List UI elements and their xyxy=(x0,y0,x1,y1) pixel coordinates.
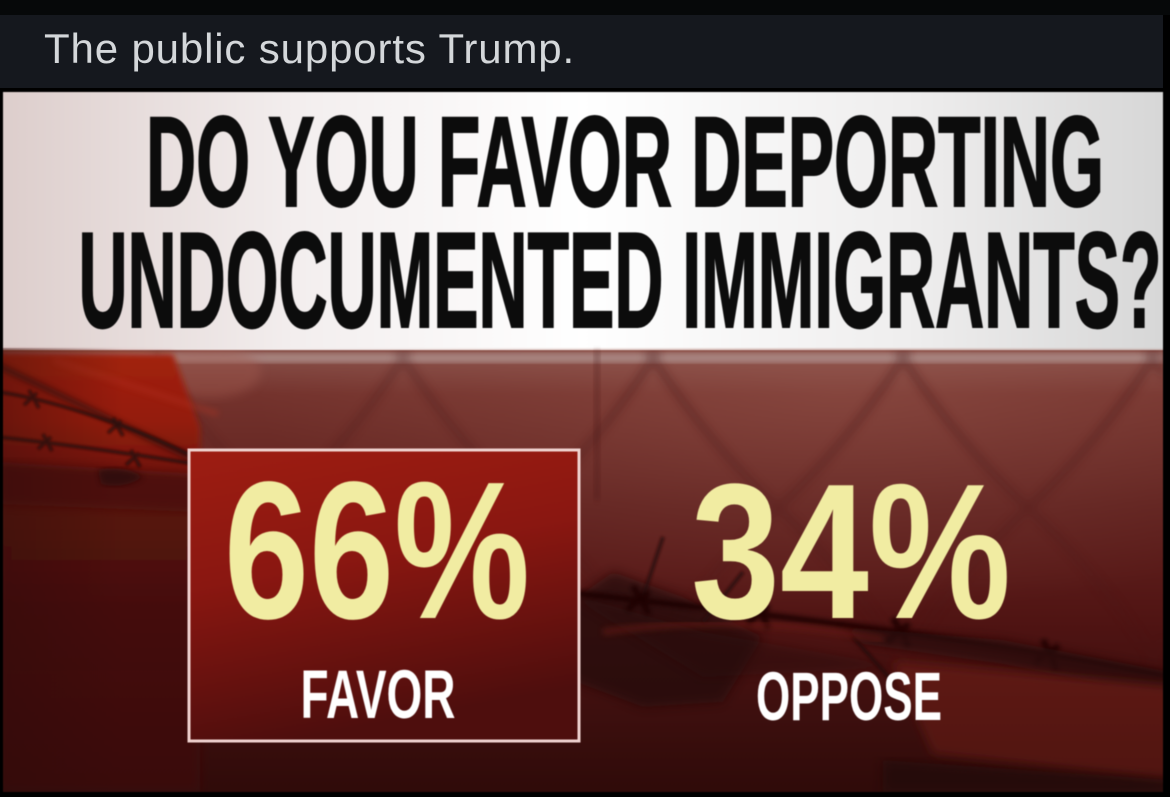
svg-text:34%: 34% xyxy=(691,443,1011,659)
svg-text:DO YOU FAVOR DEPORTING: DO YOU FAVOR DEPORTING xyxy=(146,92,1104,234)
svg-text:66%: 66% xyxy=(224,441,530,660)
svg-text:UNDOCUMENTED IMMIGRANTS?: UNDOCUMENTED IMMIGRANTS? xyxy=(79,204,1162,356)
svg-text:FAVOR: FAVOR xyxy=(301,656,456,733)
svg-text:OPPOSE: OPPOSE xyxy=(756,658,942,735)
